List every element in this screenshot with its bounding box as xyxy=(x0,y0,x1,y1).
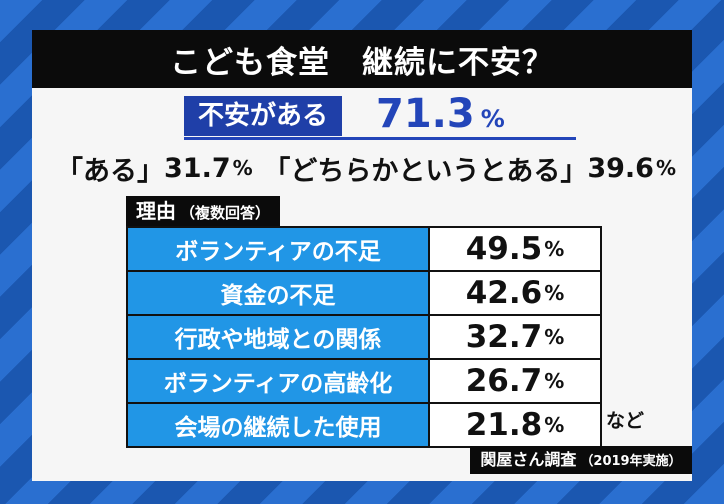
reason-unit: % xyxy=(544,281,565,305)
reason-number: 49.5 xyxy=(465,231,543,267)
reason-value: 32.7% xyxy=(430,316,600,358)
reasons-label: 理由 xyxy=(136,199,176,223)
reason-number: 32.7 xyxy=(465,319,543,355)
reason-label: ボランティアの不足 xyxy=(128,228,430,270)
reason-unit: % xyxy=(544,237,565,261)
reason-label: 会場の継続した使用 xyxy=(128,404,430,446)
reason-label: 資金の不足 xyxy=(128,272,430,314)
headline-number: 71.3 xyxy=(376,90,475,137)
headline-underline xyxy=(184,137,576,140)
reason-number: 26.7 xyxy=(465,363,543,399)
headline-unit: % xyxy=(480,104,505,133)
breakdown-right-unit: % xyxy=(655,156,676,180)
reason-unit: % xyxy=(544,413,565,437)
content-panel: 不安がある 71.3% 「ある」 31.7 % 「どちらかというとある」 39.… xyxy=(32,88,692,481)
reason-number: 42.6 xyxy=(465,275,543,311)
headline-label: 不安がある xyxy=(184,96,343,136)
reasons-header: 理由 （複数回答） xyxy=(126,196,281,226)
breakdown-left-unit: % xyxy=(232,156,253,180)
breakdown-left-label: 「ある」 xyxy=(56,155,164,187)
breakdown-right-label: 「どちらかというとある」 xyxy=(263,155,588,187)
reason-unit: % xyxy=(544,325,565,349)
breakdown-right-value: 39.6 xyxy=(587,152,654,184)
source-caption: 関屋さん調査 （2019年実施） xyxy=(470,446,692,474)
table-row: ボランティアの不足 49.5% xyxy=(128,228,600,272)
reason-value: 21.8% xyxy=(430,404,600,446)
breakdown-line: 「ある」 31.7 % 「どちらかというとある」 39.6 % xyxy=(56,146,676,190)
reason-value: 42.6% xyxy=(430,272,600,314)
reasons-note: （複数回答） xyxy=(180,204,271,222)
table-row: 行政や地域との関係 32.7% xyxy=(128,316,600,360)
table-row: ボランティアの高齢化 26.7% xyxy=(128,360,600,404)
reasons-table: ボランティアの不足 49.5% 資金の不足 42.6% 行政や地域との関係 32… xyxy=(126,226,602,448)
reason-value: 49.5% xyxy=(430,228,600,270)
title-bar: こども食堂 継続に不安？ xyxy=(32,30,692,88)
reason-number: 21.8 xyxy=(465,407,543,443)
reason-value: 26.7% xyxy=(430,360,600,402)
source-label: 関屋さん調査 xyxy=(480,450,577,469)
etc-label: など xyxy=(606,410,645,432)
table-row: 会場の継続した使用 21.8% xyxy=(128,404,600,448)
table-row: 資金の不足 42.6% xyxy=(128,272,600,316)
headline: 不安がある 71.3% xyxy=(184,94,505,139)
reason-label: ボランティアの高齢化 xyxy=(128,360,430,402)
page-title: こども食堂 継続に不安？ xyxy=(170,44,554,81)
headline-value: 71.3% xyxy=(376,94,505,139)
reason-unit: % xyxy=(544,369,565,393)
reason-label: 行政や地域との関係 xyxy=(128,316,430,358)
source-note: （2019年実施） xyxy=(580,454,682,469)
breakdown-left-value: 31.7 xyxy=(164,152,231,184)
